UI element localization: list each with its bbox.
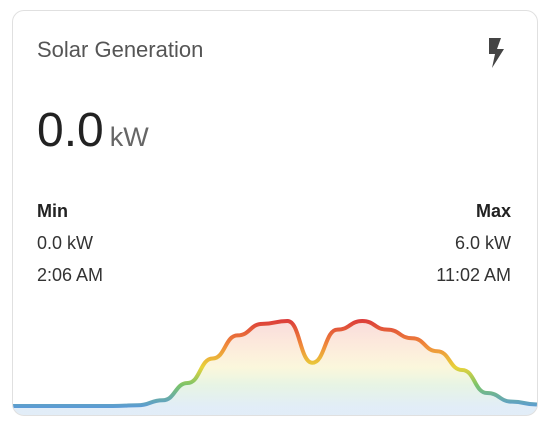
- sparkline: [13, 318, 537, 415]
- max-time: 11:02 AM: [436, 265, 511, 285]
- state-unit: kW: [109, 122, 149, 152]
- max-value: 6.0 kW: [454, 233, 511, 253]
- state: 0.0 kW: [37, 103, 149, 158]
- max-label: Max: [475, 201, 511, 221]
- sparkline-line: [13, 318, 537, 408]
- state-value: 0.0: [37, 104, 104, 157]
- min-time: 2:06 AM: [37, 265, 104, 285]
- min-value: 0.0 kW: [37, 233, 94, 253]
- min-label: Min: [37, 201, 68, 221]
- min-info: Min 0.0 kW 2:06 AM: [37, 195, 103, 291]
- max-info: Max 6.0 kW 11:02 AM: [436, 195, 511, 291]
- card-title: Solar Generation: [37, 37, 204, 62]
- sparkline-area: [13, 321, 537, 415]
- card[interactable]: Solar Generation 0.0 kW Min 0.0 kW 2:06 A…: [12, 10, 538, 416]
- flash-icon: [489, 38, 504, 68]
